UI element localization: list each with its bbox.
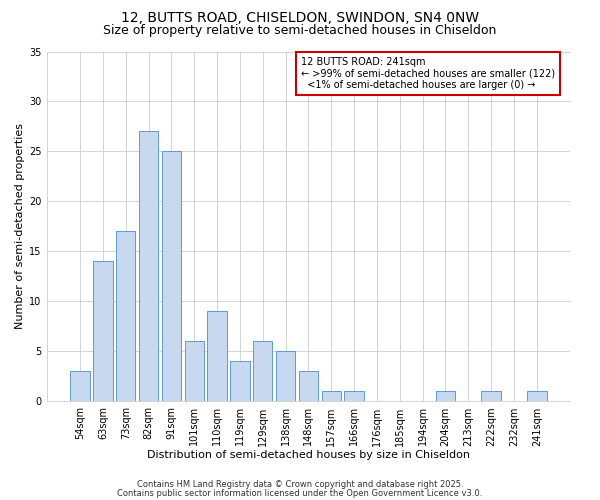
Bar (93, 262, 113, 402)
Text: Contains HM Land Registry data © Crown copyright and database right 2025.: Contains HM Land Registry data © Crown c… (137, 480, 463, 489)
Bar (253, 342, 272, 402)
Bar (116, 232, 136, 402)
Text: 12 BUTTS ROAD: 241sqm
← >99% of semi-detached houses are smaller (122)
  <1% of : 12 BUTTS ROAD: 241sqm ← >99% of semi-det… (301, 56, 555, 90)
Bar (481, 392, 501, 402)
Text: Size of property relative to semi-detached houses in Chiseldon: Size of property relative to semi-detach… (103, 24, 497, 37)
Text: 12, BUTTS ROAD, CHISELDON, SWINDON, SN4 0NW: 12, BUTTS ROAD, CHISELDON, SWINDON, SN4 … (121, 11, 479, 25)
Bar (322, 392, 341, 402)
Bar (139, 132, 158, 402)
Bar (70, 372, 90, 402)
Bar (208, 312, 227, 402)
Bar (185, 342, 204, 402)
Bar (161, 152, 181, 402)
Bar (230, 362, 250, 402)
Y-axis label: Number of semi-detached properties: Number of semi-detached properties (15, 124, 25, 330)
Bar (344, 392, 364, 402)
Bar (299, 372, 318, 402)
X-axis label: Distribution of semi-detached houses by size in Chiseldon: Distribution of semi-detached houses by … (147, 450, 470, 460)
Bar (436, 392, 455, 402)
Text: Contains public sector information licensed under the Open Government Licence v3: Contains public sector information licen… (118, 488, 482, 498)
Bar (276, 352, 295, 402)
Bar (527, 392, 547, 402)
